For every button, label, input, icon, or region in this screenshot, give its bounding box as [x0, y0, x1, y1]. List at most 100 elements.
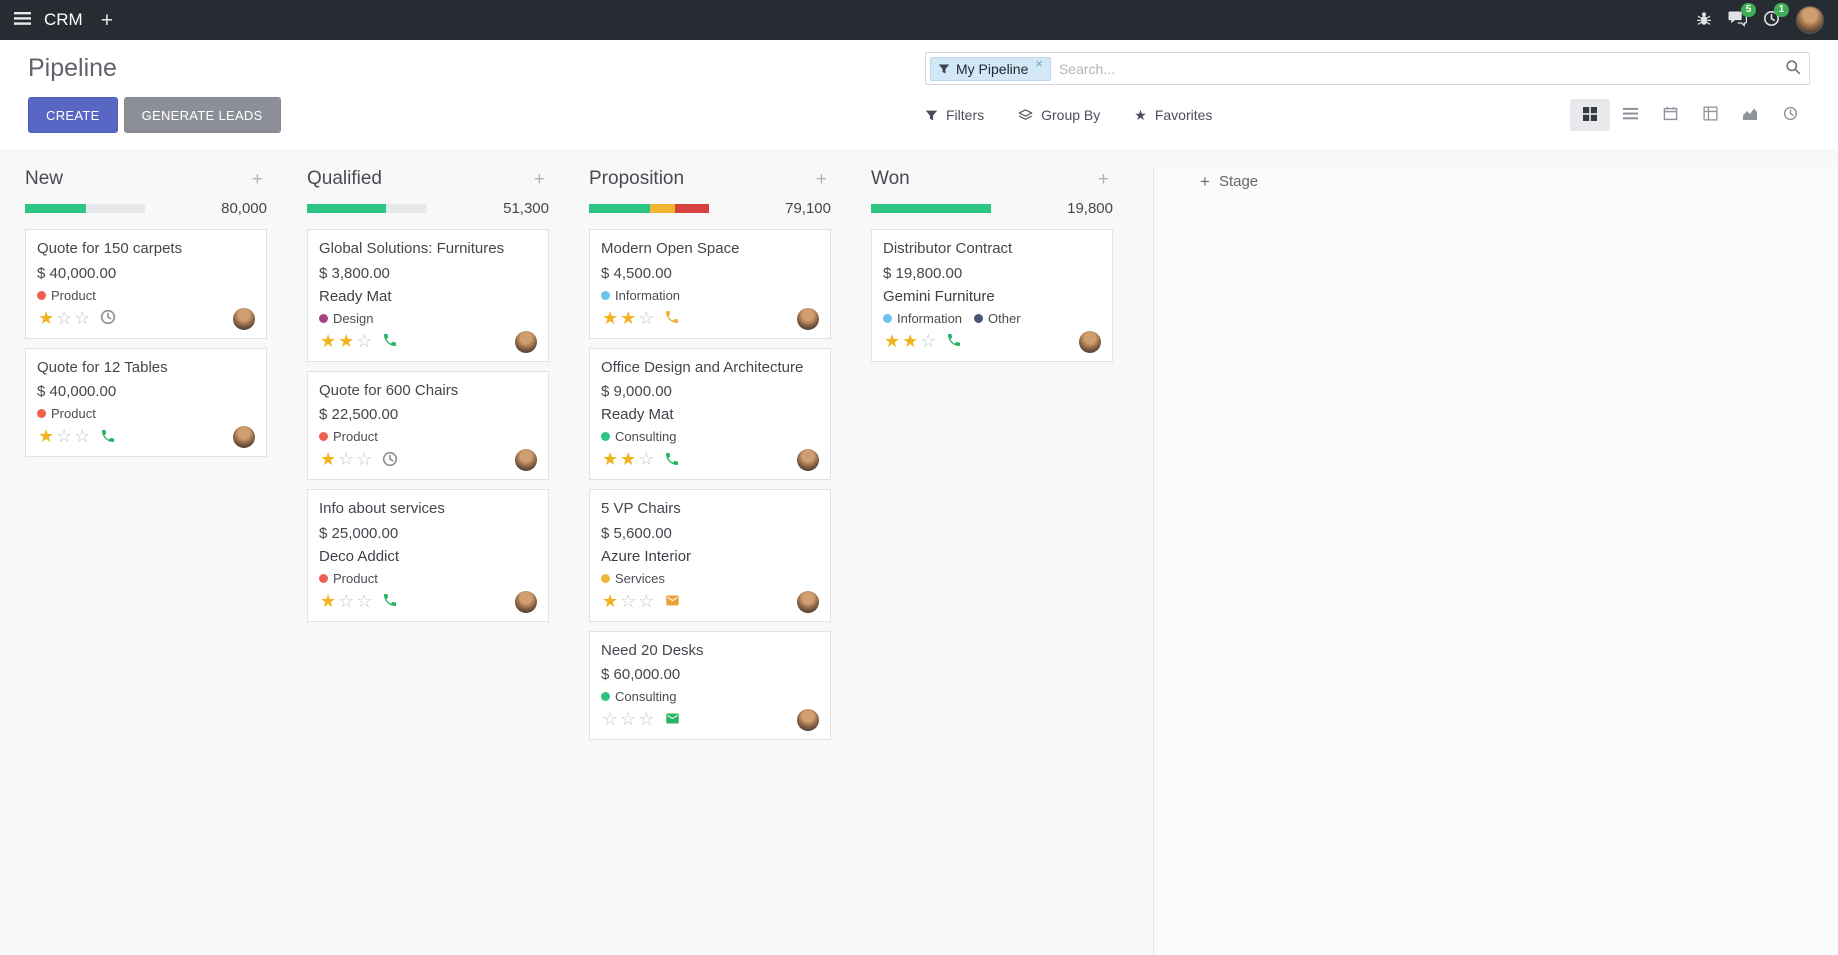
column-add-button[interactable]: +	[1094, 170, 1113, 189]
assignee-avatar[interactable]	[1079, 330, 1101, 353]
activity-button[interactable]	[946, 332, 962, 351]
assignee-avatar[interactable]	[515, 590, 537, 613]
graph-view-button[interactable]	[1730, 99, 1770, 131]
opportunity-card[interactable]: Quote for 600 Chairs $ 22,500.00 Product…	[307, 370, 549, 480]
star-empty-icon[interactable]: ☆	[356, 449, 373, 469]
column-progressbar[interactable]	[589, 204, 709, 213]
star-filled-icon[interactable]: ★	[38, 426, 55, 446]
column-progressbar[interactable]	[25, 204, 145, 213]
star-empty-icon[interactable]: ☆	[356, 330, 373, 351]
assignee-avatar[interactable]	[233, 426, 255, 448]
activity-button[interactable]	[382, 592, 398, 611]
search-input[interactable]	[1050, 60, 1785, 77]
opportunity-card[interactable]: Distributor Contract $ 19,800.00 Gemini …	[871, 229, 1113, 362]
card-title: Quote for 150 carpets	[37, 240, 183, 257]
search-submit-button[interactable]	[1785, 59, 1801, 78]
opportunity-card[interactable]: 5 VP Chairs $ 5,600.00 Azure Interior Se…	[589, 489, 831, 622]
star-filled-icon[interactable]: ★	[320, 449, 337, 469]
opportunity-card[interactable]: Need 20 Desks $ 60,000.00 Consulting ☆ ☆ ☆	[589, 630, 831, 740]
column-add-button[interactable]: +	[530, 170, 549, 189]
star-filled-icon[interactable]: ★	[902, 330, 919, 351]
messages-button[interactable]: 5	[1728, 3, 1756, 30]
star-empty-icon[interactable]: ☆	[74, 426, 91, 446]
star-empty-icon[interactable]: ☆	[620, 709, 637, 729]
opportunity-card[interactable]: Global Solutions: Furnitures $ 3,800.00 …	[307, 229, 549, 362]
star-empty-icon[interactable]: ☆	[356, 590, 373, 611]
opportunity-card[interactable]: Quote for 150 carpets $ 40,000.00 Produc…	[25, 229, 267, 339]
progress-segment[interactable]	[589, 204, 651, 213]
star-empty-icon[interactable]: ☆	[920, 330, 937, 351]
progress-segment[interactable]	[650, 204, 676, 213]
list-view-button[interactable]	[1610, 99, 1650, 131]
assignee-avatar[interactable]	[797, 307, 819, 330]
activity-button[interactable]	[664, 711, 681, 729]
progress-segment[interactable]	[675, 204, 709, 213]
activity-button[interactable]	[100, 309, 116, 328]
activity-button[interactable]	[664, 593, 681, 611]
search-bar[interactable]: My Pipeline ×	[925, 52, 1810, 85]
column-add-button[interactable]: +	[812, 170, 831, 189]
activity-button[interactable]	[664, 451, 680, 470]
star-filled-icon[interactable]: ★	[602, 590, 619, 611]
star-filled-icon[interactable]: ★	[602, 449, 619, 469]
star-filled-icon[interactable]: ★	[602, 307, 619, 328]
star-empty-icon[interactable]: ☆	[56, 426, 73, 446]
star-empty-icon[interactable]: ☆	[338, 449, 355, 469]
favorites-button[interactable]: ★ Favorites	[1134, 107, 1212, 123]
search-facet-my-pipeline[interactable]: My Pipeline ×	[930, 56, 1051, 81]
assignee-avatar[interactable]	[233, 307, 255, 330]
star-filled-icon[interactable]: ★	[338, 330, 355, 351]
calendar-view-button[interactable]	[1650, 99, 1690, 131]
activities-button[interactable]: 1	[1763, 3, 1789, 30]
pivot-view-button[interactable]	[1690, 99, 1730, 131]
column-progressbar[interactable]	[871, 204, 991, 213]
opportunity-card[interactable]: Quote for 12 Tables $ 40,000.00 Product …	[25, 347, 267, 457]
column-counter: 19,800	[1067, 200, 1113, 217]
app-name-menu[interactable]: CRM	[44, 10, 83, 29]
assignee-avatar[interactable]	[797, 590, 819, 613]
star-empty-icon[interactable]: ☆	[638, 449, 655, 469]
star-empty-icon[interactable]: ☆	[638, 709, 655, 729]
star-empty-icon[interactable]: ☆	[74, 307, 91, 328]
opportunity-card[interactable]: Office Design and Architecture $ 9,000.0…	[589, 347, 831, 480]
activity-button[interactable]	[382, 451, 398, 470]
activity-button[interactable]	[100, 428, 116, 447]
star-filled-icon[interactable]: ★	[320, 330, 337, 351]
activity-button[interactable]	[664, 309, 680, 328]
assignee-avatar[interactable]	[797, 709, 819, 731]
activity-button[interactable]	[382, 332, 398, 351]
star-filled-icon[interactable]: ★	[38, 307, 55, 328]
filters-button[interactable]: Filters	[925, 107, 984, 123]
quick-create-button[interactable]: +	[87, 10, 127, 31]
group-by-button[interactable]: Group By	[1018, 107, 1100, 123]
star-empty-icon[interactable]: ☆	[56, 307, 73, 328]
assignee-avatar[interactable]	[515, 330, 537, 353]
star-empty-icon[interactable]: ☆	[620, 590, 637, 611]
star-empty-icon[interactable]: ☆	[638, 307, 655, 328]
progress-segment[interactable]	[307, 204, 387, 213]
star-empty-icon[interactable]: ☆	[602, 709, 619, 729]
add-stage-button[interactable]: + Stage	[1200, 169, 1258, 193]
apps-menu-button[interactable]	[0, 0, 44, 40]
activity-view-button[interactable]	[1770, 99, 1810, 131]
star-filled-icon[interactable]: ★	[320, 590, 337, 611]
assignee-avatar[interactable]	[515, 449, 537, 471]
facet-remove-button[interactable]: ×	[1035, 56, 1043, 71]
user-menu-button[interactable]	[1796, 6, 1824, 34]
star-filled-icon[interactable]: ★	[620, 449, 637, 469]
progress-segment[interactable]	[25, 204, 87, 213]
star-empty-icon[interactable]: ☆	[638, 590, 655, 611]
column-progressbar[interactable]	[307, 204, 427, 213]
star-empty-icon[interactable]: ☆	[338, 590, 355, 611]
opportunity-card[interactable]: Modern Open Space $ 4,500.00 Information…	[589, 229, 831, 339]
kanban-view-button[interactable]	[1570, 99, 1610, 131]
opportunity-card[interactable]: Info about services $ 25,000.00 Deco Add…	[307, 489, 549, 622]
generate-leads-button[interactable]: GENERATE LEADS	[123, 97, 281, 133]
star-filled-icon[interactable]: ★	[620, 307, 637, 328]
debug-button[interactable]	[1696, 11, 1712, 30]
star-filled-icon[interactable]: ★	[884, 330, 901, 351]
assignee-avatar[interactable]	[797, 449, 819, 471]
column-add-button[interactable]: +	[248, 170, 267, 189]
create-button[interactable]: CREATE	[28, 97, 118, 133]
progress-segment[interactable]	[871, 204, 991, 213]
